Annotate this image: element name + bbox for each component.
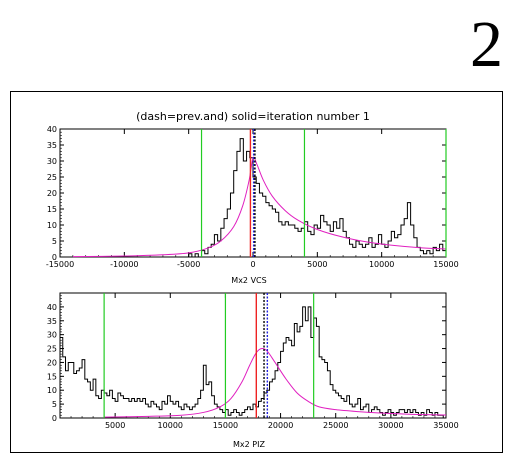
y-tick-label: 5 <box>52 400 57 409</box>
y-tick-label: 15 <box>47 205 57 214</box>
y-tick-label: 35 <box>47 141 57 150</box>
y-tick-label: 15 <box>47 372 57 381</box>
x-tick-label: 0 <box>250 260 255 269</box>
x-tick-label: 15000 <box>213 421 238 430</box>
x-tick-label: 35000 <box>433 421 458 430</box>
chart-title: (dash=prev.and) solid=iteration number 1 <box>136 110 370 123</box>
x-tick-label: 20000 <box>268 421 293 430</box>
x-tick-label: 25000 <box>323 421 348 430</box>
histogram-series <box>59 306 446 419</box>
fit-curve <box>72 156 447 258</box>
y-tick-label: 10 <box>47 221 57 230</box>
x-axis-label: Mx2 VCS <box>231 276 266 285</box>
x-axis-label: Mx2 PIZ <box>233 440 265 449</box>
x-tick-label: 15000 <box>433 260 458 269</box>
y-tick-label: 25 <box>47 345 57 354</box>
y-tick-label: 40 <box>47 303 57 312</box>
y-tick-label: 5 <box>52 237 57 246</box>
y-tick-label: 30 <box>47 157 57 166</box>
fit-curve <box>104 348 447 418</box>
x-tick-label: 5000 <box>307 260 327 269</box>
chart-piz: 0 5 10 15 20 25 30 35 40 5000 10000 15000 20000 25000… <box>47 292 459 449</box>
y-tick-label: 20 <box>47 189 57 198</box>
y-tick-label: 35 <box>47 317 57 326</box>
x-tick-label: 10000 <box>158 421 183 430</box>
histogram-series <box>60 138 446 258</box>
figure-frame <box>10 91 503 453</box>
x-tick-label: -15000 <box>46 260 74 269</box>
y-tick-label: 0 <box>52 414 57 423</box>
page-number: 2 <box>470 8 503 81</box>
x-tick-label: 30000 <box>378 421 403 430</box>
x-tick-label: 10000 <box>369 260 394 269</box>
x-tick-label: 5000 <box>105 421 125 430</box>
y-tick-label: 10 <box>47 386 57 395</box>
y-tick-label: 40 <box>47 125 57 134</box>
x-tick-label: -10000 <box>110 260 138 269</box>
y-tick-label: 0 <box>52 253 57 262</box>
y-tick-label: 30 <box>47 331 57 340</box>
y-tick-label: 20 <box>47 358 57 367</box>
chart-vcs: (dash=prev.and) solid=iteration number 1… <box>46 110 459 285</box>
y-tick-label: 25 <box>47 173 57 182</box>
x-tick-label: -5000 <box>177 260 200 269</box>
